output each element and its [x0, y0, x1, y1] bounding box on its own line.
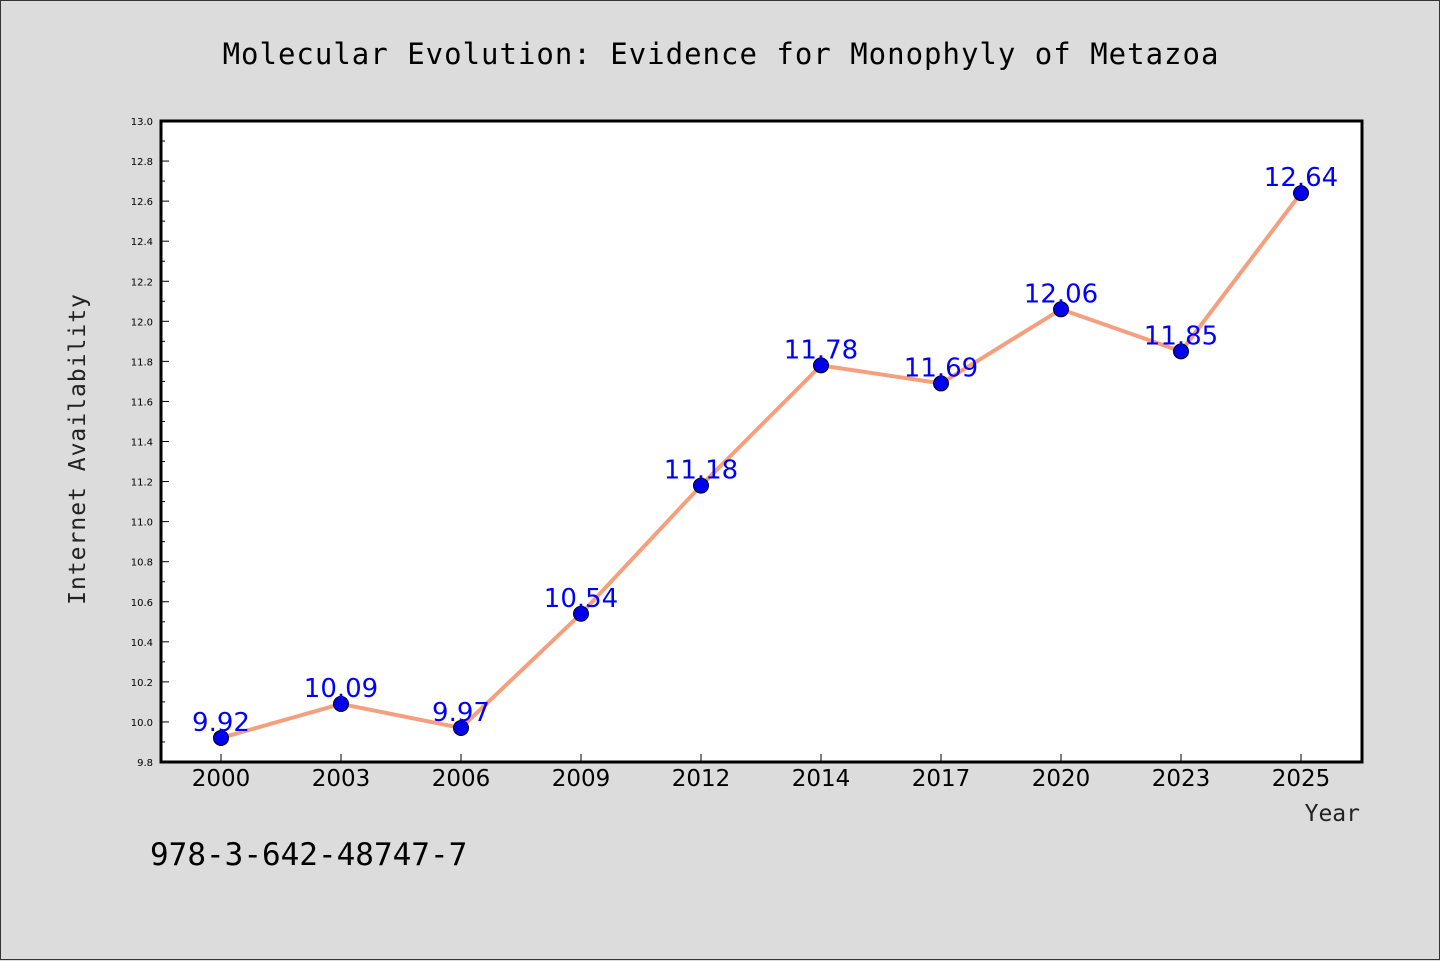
data-point-marker	[1293, 185, 1309, 202]
data-point-label: 11.78	[784, 335, 858, 365]
data-labels: 9.92 10.09 9.97 10.54 11.18 11.78 11.69 12.06 11…	[192, 163, 1338, 738]
y-tick-label: 11.4	[131, 438, 153, 449]
x-tick-label: 2006	[432, 766, 491, 792]
y-tick-label: 10.6	[131, 598, 153, 609]
x-tick-label: 2009	[552, 766, 611, 792]
isbn-footer: 978-3-642-48747-7	[150, 837, 467, 873]
data-point-marker	[333, 695, 349, 712]
x-tick-label: 2012	[672, 766, 731, 792]
x-axis-label: Year	[1305, 801, 1360, 827]
plot-area	[159, 119, 1364, 764]
data-point-marker	[1173, 343, 1189, 360]
y-tick-label: 12.4	[131, 237, 153, 248]
x-tick-label: 2025	[1272, 766, 1331, 792]
x-axis-ticks: 2000 2003 2006 2009 2012 2014 2017 2020 2023 2025	[192, 754, 1331, 792]
data-point-marker	[693, 477, 709, 494]
y-axis-label: Internet Availability	[65, 293, 91, 605]
data-point-label: 11.69	[904, 353, 978, 383]
y-tick-label: 12.6	[131, 197, 153, 208]
y-tick-label: 11.8	[131, 357, 153, 368]
y-tick-label: 12.8	[131, 157, 153, 168]
y-tick-label: 12.2	[131, 277, 153, 288]
y-tick-label: 13.0	[131, 117, 153, 128]
data-point-label: 9.97	[432, 698, 490, 728]
data-point-label: 10.54	[544, 584, 618, 614]
x-tick-label: 2017	[912, 766, 971, 792]
x-tick-label: 2023	[1152, 766, 1211, 792]
y-tick-label: 10.0	[131, 718, 153, 729]
x-tick-label: 2020	[1032, 766, 1091, 792]
x-tick-label: 2003	[312, 766, 371, 792]
data-point-label: 12.64	[1264, 163, 1338, 193]
chart-title: Molecular Evolution: Evidence for Monoph…	[223, 37, 1220, 71]
data-point-marker	[813, 357, 829, 374]
data-point-marker	[1053, 301, 1069, 318]
data-point-label: 9.92	[192, 708, 250, 738]
data-point-label: 11.18	[664, 456, 738, 486]
y-tick-label: 9.8	[137, 758, 153, 769]
y-tick-label: 10.8	[131, 558, 153, 569]
x-tick-label: 2014	[792, 766, 851, 792]
y-tick-label: 11.0	[131, 518, 153, 529]
y-tick-label: 11.2	[131, 478, 153, 489]
y-tick-label: 10.4	[131, 638, 153, 649]
x-tick-label: 2000	[192, 766, 251, 792]
data-point-marker	[573, 605, 589, 622]
data-point-marker	[933, 375, 949, 392]
series-markers	[213, 185, 1309, 746]
data-point-label: 11.85	[1144, 321, 1218, 351]
y-axis-ticks: 9.8 10.0 10.2 10.4 10.6 10.8 11.0 11.2 11.4 11.6 1…	[131, 117, 169, 769]
data-point-marker	[213, 729, 229, 746]
data-point-marker	[453, 719, 469, 736]
series-polyline	[220, 191, 1303, 740]
data-point-label: 12.06	[1024, 279, 1098, 309]
y-tick-label: 12.0	[131, 317, 153, 328]
data-point-label: 10.09	[304, 674, 378, 704]
y-tick-label: 10.2	[131, 678, 153, 689]
y-tick-label: 11.6	[131, 397, 153, 408]
series-line	[220, 191, 1303, 740]
